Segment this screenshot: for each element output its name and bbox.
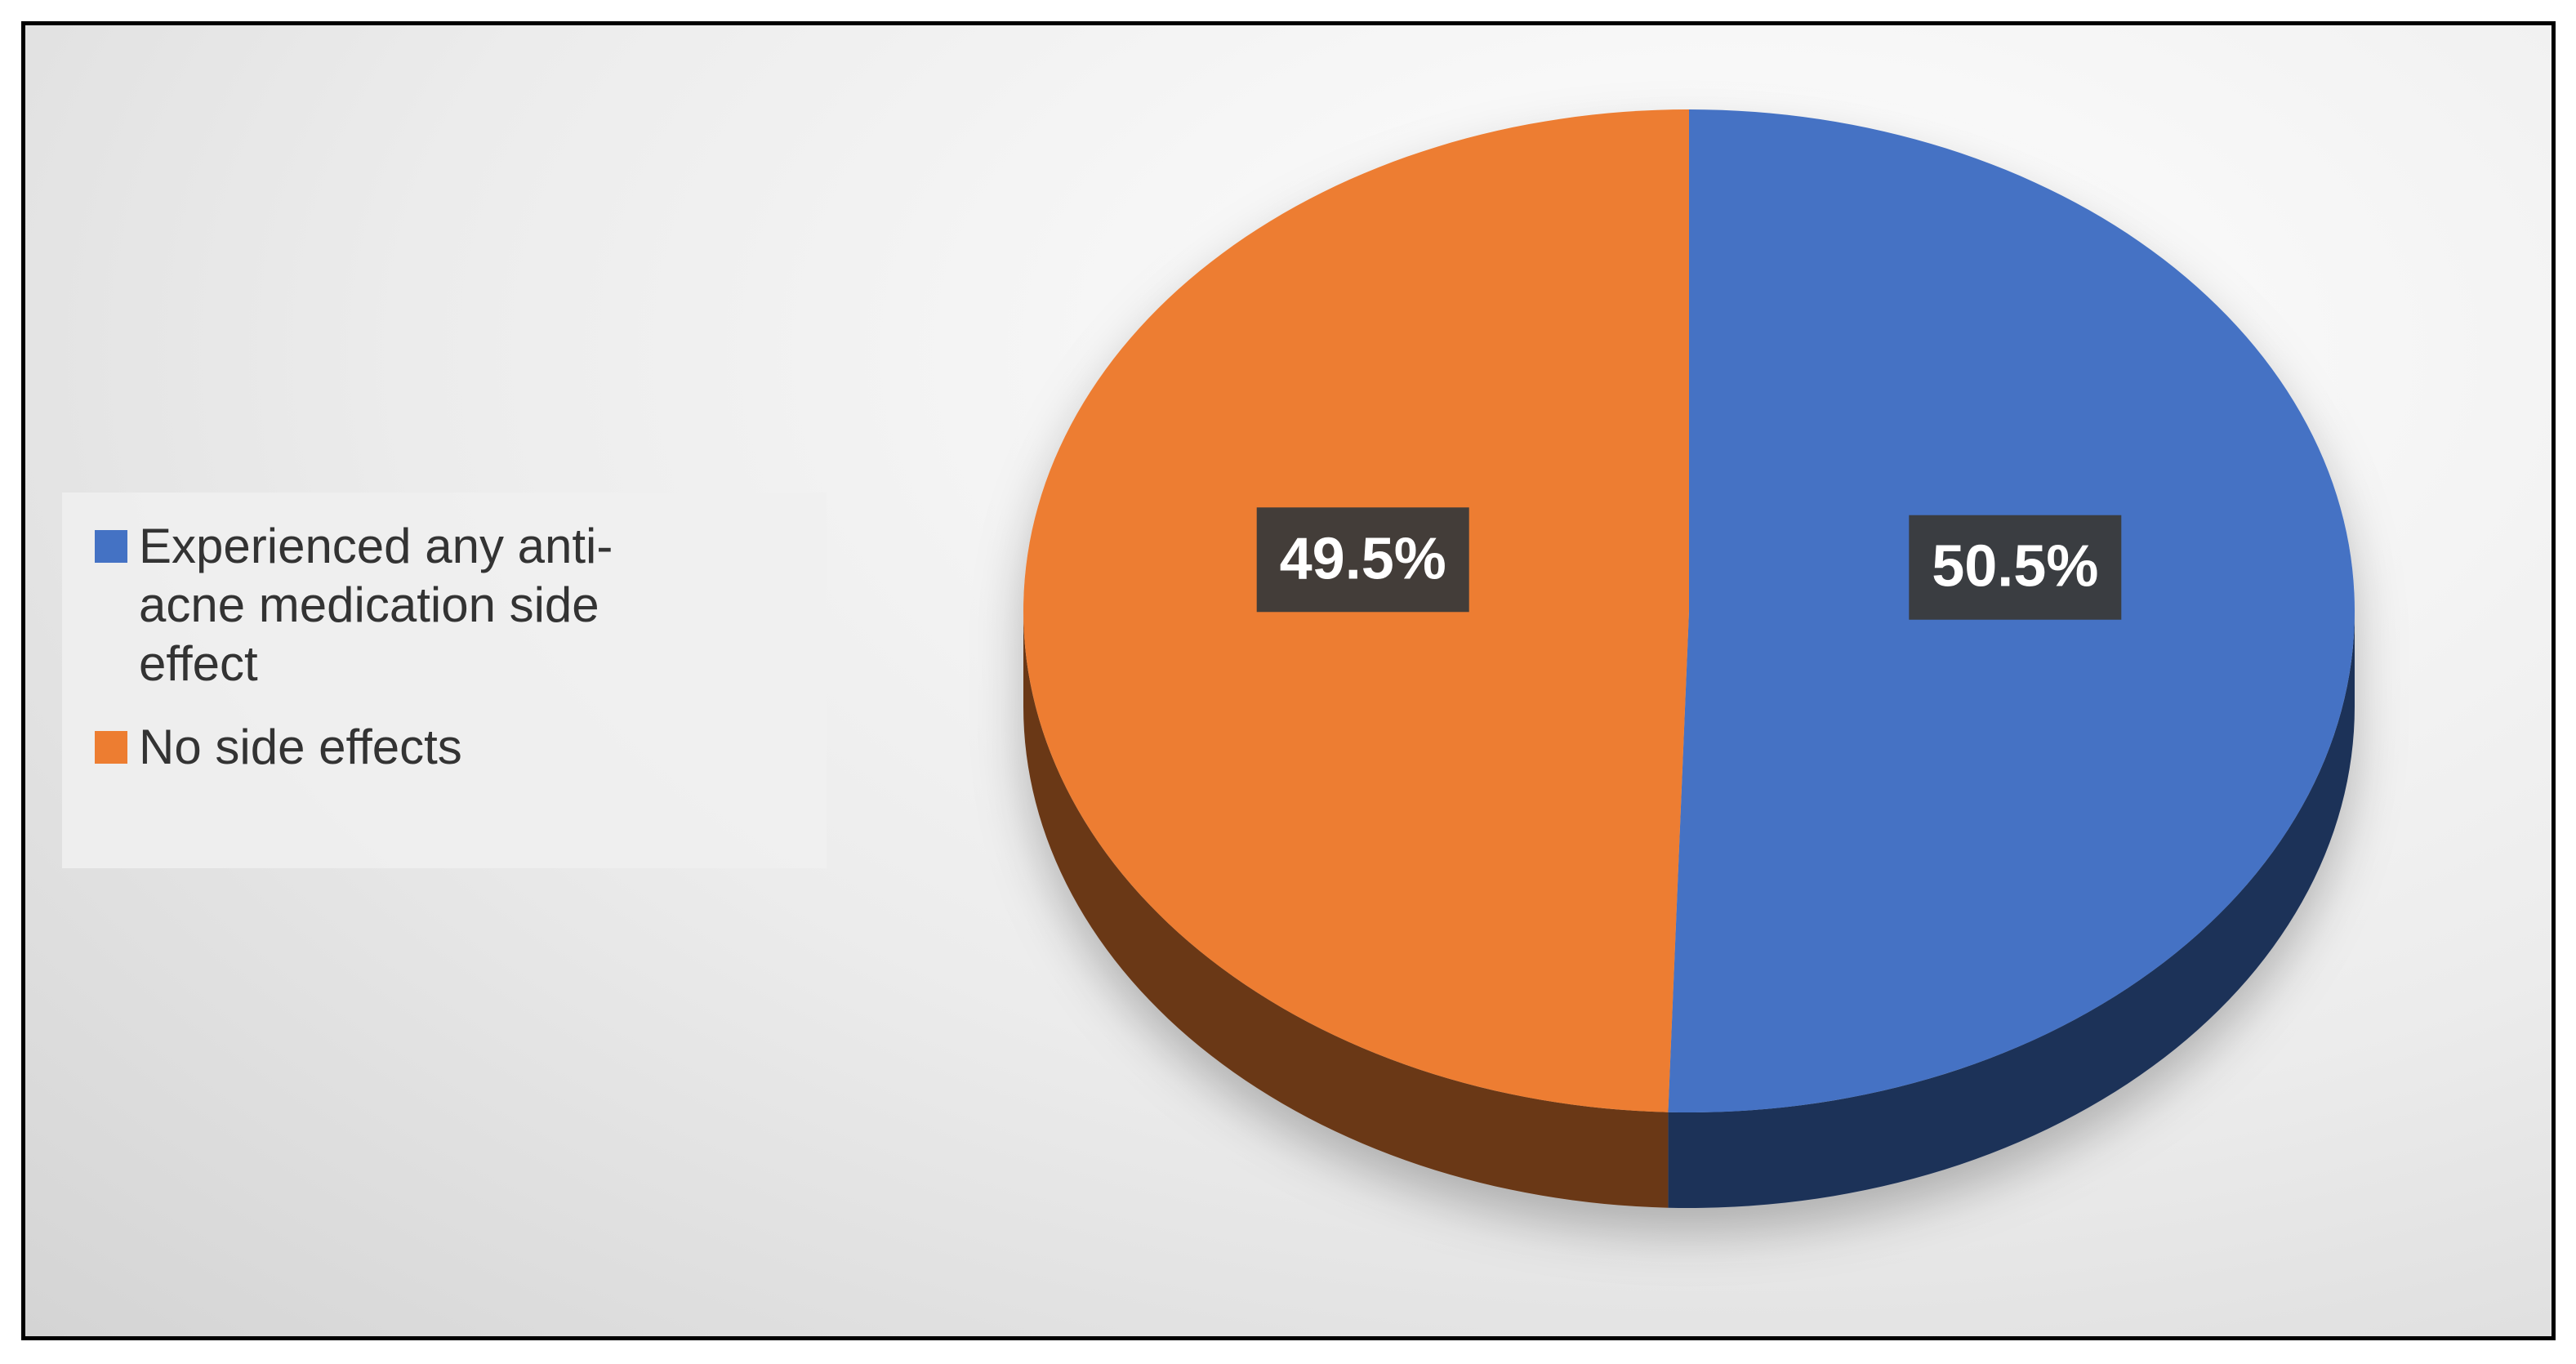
legend-label: No side effects: [139, 720, 462, 774]
pie-side: [1023, 611, 1669, 1208]
data-label: 50.5%: [1932, 534, 2098, 600]
data-label-box: [1256, 507, 1469, 613]
pie-side: [1668, 611, 2355, 1208]
legend-swatch: [95, 731, 127, 764]
legend-swatch: [95, 530, 127, 563]
legend-entry: No side effects: [95, 718, 789, 777]
pie: [1023, 109, 2355, 1208]
legend-entry: Experienced any anti-acne medication sid…: [95, 517, 789, 693]
legend: Experienced any anti-acne medication sid…: [62, 493, 827, 868]
legend-label: Experienced any anti-acne medication sid…: [139, 519, 613, 691]
data-label: 49.5%: [1280, 526, 1446, 591]
data-label-box: [1909, 515, 2122, 620]
